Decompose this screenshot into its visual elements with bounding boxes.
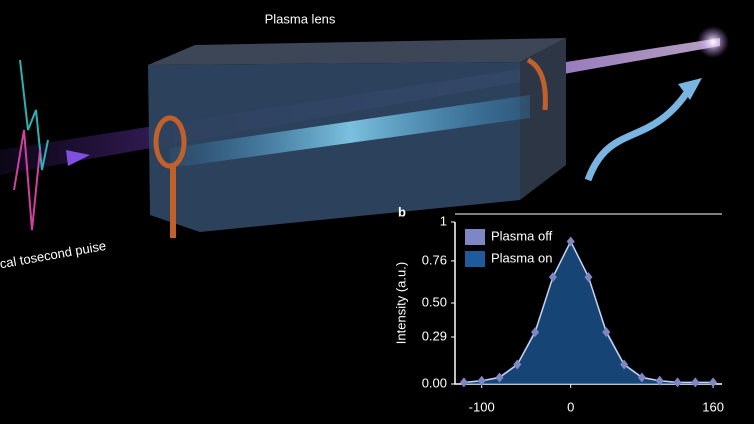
legend-label: Plasma on xyxy=(491,250,552,265)
marker xyxy=(602,327,611,338)
marker xyxy=(477,375,486,386)
arrow xyxy=(584,86,693,182)
marker xyxy=(584,272,593,283)
x-tick-label: -100 xyxy=(469,399,495,414)
electrode-lead xyxy=(170,166,176,238)
marker xyxy=(709,377,718,388)
marker xyxy=(548,272,557,283)
lens-label: Plasma lens xyxy=(265,11,336,26)
pulse-wave xyxy=(19,59,49,171)
marker xyxy=(566,236,575,247)
lens-top xyxy=(148,38,566,65)
marker xyxy=(637,372,646,383)
illustration: Plasma lens cal tosecond puise xyxy=(0,11,729,271)
y-tick-label: 0.00 xyxy=(422,375,447,390)
y-axis-label: Intensity (a.u.) xyxy=(393,262,408,344)
pulse-wave xyxy=(13,129,41,231)
chart: b Intensity (a.u.) 1 0.76 0.50 0.29 0.00 -100… xyxy=(393,204,724,414)
marker xyxy=(459,377,468,388)
y-tick-label: 0.50 xyxy=(422,294,447,309)
plasma-channel xyxy=(170,95,530,168)
y-tick-label: 0.29 xyxy=(422,328,447,343)
pulse-arrow xyxy=(66,150,90,166)
x-tick-label: 0 xyxy=(567,399,574,414)
marker xyxy=(673,377,682,388)
y-tick-label: 1 xyxy=(440,213,447,228)
panel-label: b xyxy=(398,204,406,219)
x-tick-label: 160 xyxy=(702,399,724,414)
marker xyxy=(655,375,664,386)
legend-swatch xyxy=(465,251,485,267)
marker xyxy=(531,327,540,338)
pulse-label: cal tosecond puise xyxy=(0,238,107,271)
y-tick-label: 0.76 xyxy=(422,252,447,267)
marker xyxy=(495,372,504,383)
legend-label: Plasma off xyxy=(491,228,553,243)
marker xyxy=(513,359,522,370)
ring-electrode-back xyxy=(526,57,548,111)
marker xyxy=(620,359,629,370)
arrow-head xyxy=(678,78,702,100)
lens-front xyxy=(148,62,520,232)
lens-side xyxy=(520,38,566,200)
legend-swatch xyxy=(465,229,485,245)
focus-glow xyxy=(697,26,729,58)
marker xyxy=(691,377,700,388)
